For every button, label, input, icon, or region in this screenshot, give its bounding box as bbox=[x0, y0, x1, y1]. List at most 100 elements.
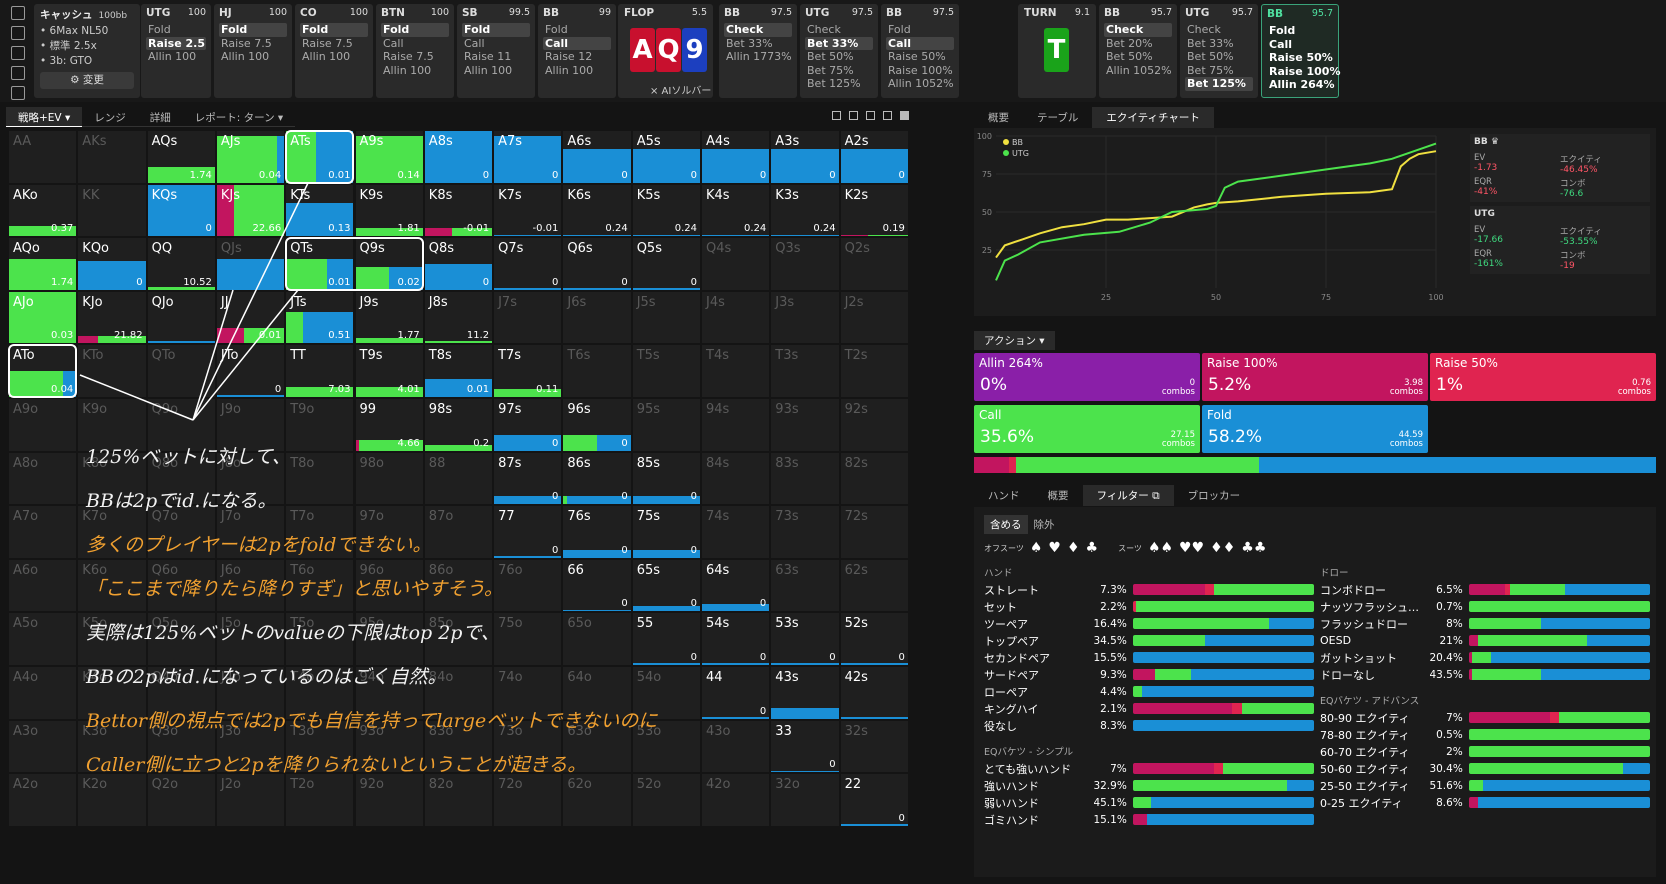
gamepad-icon[interactable] bbox=[11, 66, 25, 80]
action-option[interactable]: Fold bbox=[545, 23, 568, 36]
action-box-raise-50-[interactable]: Raise 50% 1% 0.76 combos bbox=[1430, 353, 1656, 401]
hand-cell[interactable]: 82s bbox=[839, 451, 909, 506]
hand-cell[interactable]: AKo 0.37 bbox=[8, 183, 78, 238]
hand-cell[interactable]: Q4s bbox=[701, 237, 771, 291]
filter-row[interactable]: 60-70 エクイティ 2% bbox=[1320, 743, 1650, 760]
tab-hand[interactable]: ハンド bbox=[988, 490, 1020, 502]
heart-icon[interactable]: ♥ bbox=[1048, 540, 1061, 556]
hand-cell[interactable]: Q7s 0 bbox=[493, 237, 563, 291]
hand-cell[interactable]: K3s 0.24 bbox=[770, 183, 840, 238]
hand-cell[interactable]: 73s bbox=[770, 505, 840, 559]
hand-cell[interactable]: K6s 0.24 bbox=[562, 183, 632, 238]
hand-cell[interactable]: T8o bbox=[285, 451, 355, 506]
hand-cell[interactable]: 72o bbox=[493, 773, 563, 827]
hand-cell[interactable]: T9o bbox=[285, 398, 355, 452]
action-option[interactable]: Check bbox=[1187, 23, 1221, 36]
hand-cell[interactable]: J3s bbox=[770, 290, 840, 345]
hand-cell[interactable]: 83s bbox=[770, 451, 840, 506]
hand-cell[interactable]: 86s 0 bbox=[562, 451, 632, 506]
action-option[interactable]: Fold bbox=[219, 23, 287, 37]
hand-cell[interactable]: 98o bbox=[354, 451, 424, 506]
hand-cell[interactable]: KK bbox=[77, 183, 147, 238]
suited-club-icon[interactable]: ♣♣ bbox=[1241, 540, 1267, 556]
action-option[interactable]: Raise 7.5 bbox=[383, 50, 434, 63]
action-option[interactable]: Fold bbox=[300, 23, 368, 37]
hand-cell[interactable]: J7o bbox=[215, 505, 286, 559]
hand-cell[interactable]: 96s 0 bbox=[562, 398, 632, 452]
filter-row[interactable]: セカンドペア 15.5% bbox=[984, 649, 1314, 666]
hand-cell[interactable]: J8o bbox=[215, 451, 286, 506]
hand-cell[interactable]: 63s bbox=[770, 558, 840, 613]
hand-cell[interactable]: 42s bbox=[839, 666, 909, 720]
include-button[interactable]: 含める bbox=[984, 515, 1028, 534]
hand-cell[interactable]: 88 bbox=[423, 451, 494, 506]
hand-cell[interactable]: K4o bbox=[77, 666, 147, 720]
hand-cell[interactable]: KQs 0 bbox=[146, 183, 216, 238]
action-node-bb[interactable]: BB 97.5 Check Bet 33% Allin 1773% bbox=[719, 4, 797, 98]
hand-cell[interactable]: J8s 11.2 bbox=[423, 290, 494, 345]
hand-cell[interactable]: KTo bbox=[77, 344, 147, 398]
action-node-btn[interactable]: BTN 100 Fold Call Raise 7.5 Allin 100 bbox=[376, 4, 454, 98]
action-option[interactable]: Fold bbox=[148, 23, 171, 36]
filter-row[interactable]: フラッシュドロー 8% bbox=[1320, 615, 1650, 632]
hand-cell[interactable]: J7s bbox=[493, 290, 563, 345]
action-option[interactable]: Raise 7.5 bbox=[302, 36, 353, 50]
hand-cell[interactable]: 53o bbox=[631, 719, 701, 774]
hand-cell[interactable]: K2o bbox=[77, 773, 147, 827]
filter-row[interactable]: ゴミハンド 15.1% bbox=[984, 811, 1314, 828]
hand-cell[interactable]: T7s 0.11 bbox=[493, 344, 563, 398]
hand-cell[interactable]: Q2o bbox=[146, 773, 216, 827]
spade-icon[interactable]: ♠ bbox=[1029, 540, 1043, 556]
action-box-allin-264-[interactable]: Allin 264% 0% 0 combos bbox=[974, 353, 1200, 401]
tab-table[interactable]: テーブル bbox=[1037, 112, 1079, 124]
tab-details[interactable]: 詳細 bbox=[137, 107, 183, 127]
action-option[interactable]: Allin 100 bbox=[464, 63, 513, 77]
hand-cell[interactable]: 42o bbox=[701, 773, 771, 827]
action-option[interactable]: Bet 50% bbox=[807, 50, 854, 63]
filter-row[interactable]: サードペア 9.3% bbox=[984, 666, 1314, 683]
action-option[interactable]: Bet 50% bbox=[1187, 50, 1234, 63]
hand-cell[interactable]: A6o bbox=[8, 558, 78, 613]
hand-cell[interactable]: 92s bbox=[839, 398, 909, 452]
hand-cell[interactable]: JTo 0 bbox=[215, 344, 286, 398]
filter-row[interactable]: ナッツフラッシュ… 0.7% bbox=[1320, 598, 1650, 615]
hand-cell[interactable]: 82o bbox=[423, 773, 494, 827]
hand-cell[interactable]: K7s -0.01 bbox=[493, 183, 563, 238]
hand-cell[interactable]: 74o bbox=[493, 666, 563, 720]
hand-cell[interactable]: K8o bbox=[77, 451, 147, 506]
club-icon[interactable]: ♣ bbox=[1085, 540, 1099, 556]
hand-cell[interactable]: 94s bbox=[701, 398, 771, 452]
hand-cell[interactable]: Q6s 0 bbox=[562, 237, 632, 291]
action-box-raise-100-[interactable]: Raise 100% 5.2% 3.98 combos bbox=[1202, 353, 1428, 401]
action-option[interactable]: Call bbox=[886, 36, 954, 50]
hand-cell[interactable]: T6o bbox=[285, 558, 355, 613]
action-node-bb[interactable]: BB 99 Fold Call Raise 12 Allin 100 bbox=[538, 4, 616, 98]
grid-large-icon[interactable] bbox=[883, 111, 892, 120]
hand-cell[interactable]: 96o bbox=[354, 558, 424, 613]
hand-cell[interactable]: K9s 1.81 bbox=[354, 183, 424, 238]
hand-cell[interactable]: ATo 0.04 bbox=[8, 344, 78, 398]
hand-cell[interactable]: Q8o bbox=[146, 451, 216, 506]
hand-cell[interactable]: J3o bbox=[215, 719, 286, 774]
hand-cell[interactable]: KQo 0 bbox=[77, 237, 147, 291]
filter-row[interactable]: ドローなし 43.5% bbox=[1320, 666, 1650, 683]
tab-range[interactable]: レンジ bbox=[82, 107, 138, 127]
hand-cell[interactable]: 64o bbox=[562, 666, 632, 720]
hand-cell[interactable]: 94o bbox=[354, 666, 424, 720]
filter-row[interactable]: 78-80 エクイティ 0.5% bbox=[1320, 726, 1650, 743]
hand-cell[interactable]: KJs 22.66 bbox=[215, 183, 286, 238]
hand-cell[interactable]: 52s 0 bbox=[839, 612, 909, 666]
tab-blocker[interactable]: ブロッカー bbox=[1187, 490, 1241, 502]
filter-row[interactable]: ツーペア 16.4% bbox=[984, 615, 1314, 632]
filter-row[interactable]: トップペア 34.5% bbox=[984, 632, 1314, 649]
hand-cell[interactable]: J4o bbox=[215, 666, 286, 720]
action-node-co[interactable]: CO 100 Fold Raise 7.5 Allin 100 bbox=[295, 4, 373, 98]
action-option[interactable]: Allin 1052% bbox=[888, 77, 954, 90]
action-node-bb[interactable]: BB 95.7 Check Bet 20% Bet 50% Allin 1052% bbox=[1099, 4, 1177, 98]
contrast-icon[interactable] bbox=[849, 111, 858, 120]
action-option[interactable]: Raise 12 bbox=[545, 50, 593, 63]
turn-board[interactable]: TURN 9.1 T bbox=[1018, 4, 1096, 98]
hand-cell[interactable]: T3o bbox=[285, 719, 355, 774]
action-option[interactable]: Raise 50% bbox=[1269, 51, 1333, 64]
tab-summary[interactable]: 概要 bbox=[1047, 490, 1069, 502]
